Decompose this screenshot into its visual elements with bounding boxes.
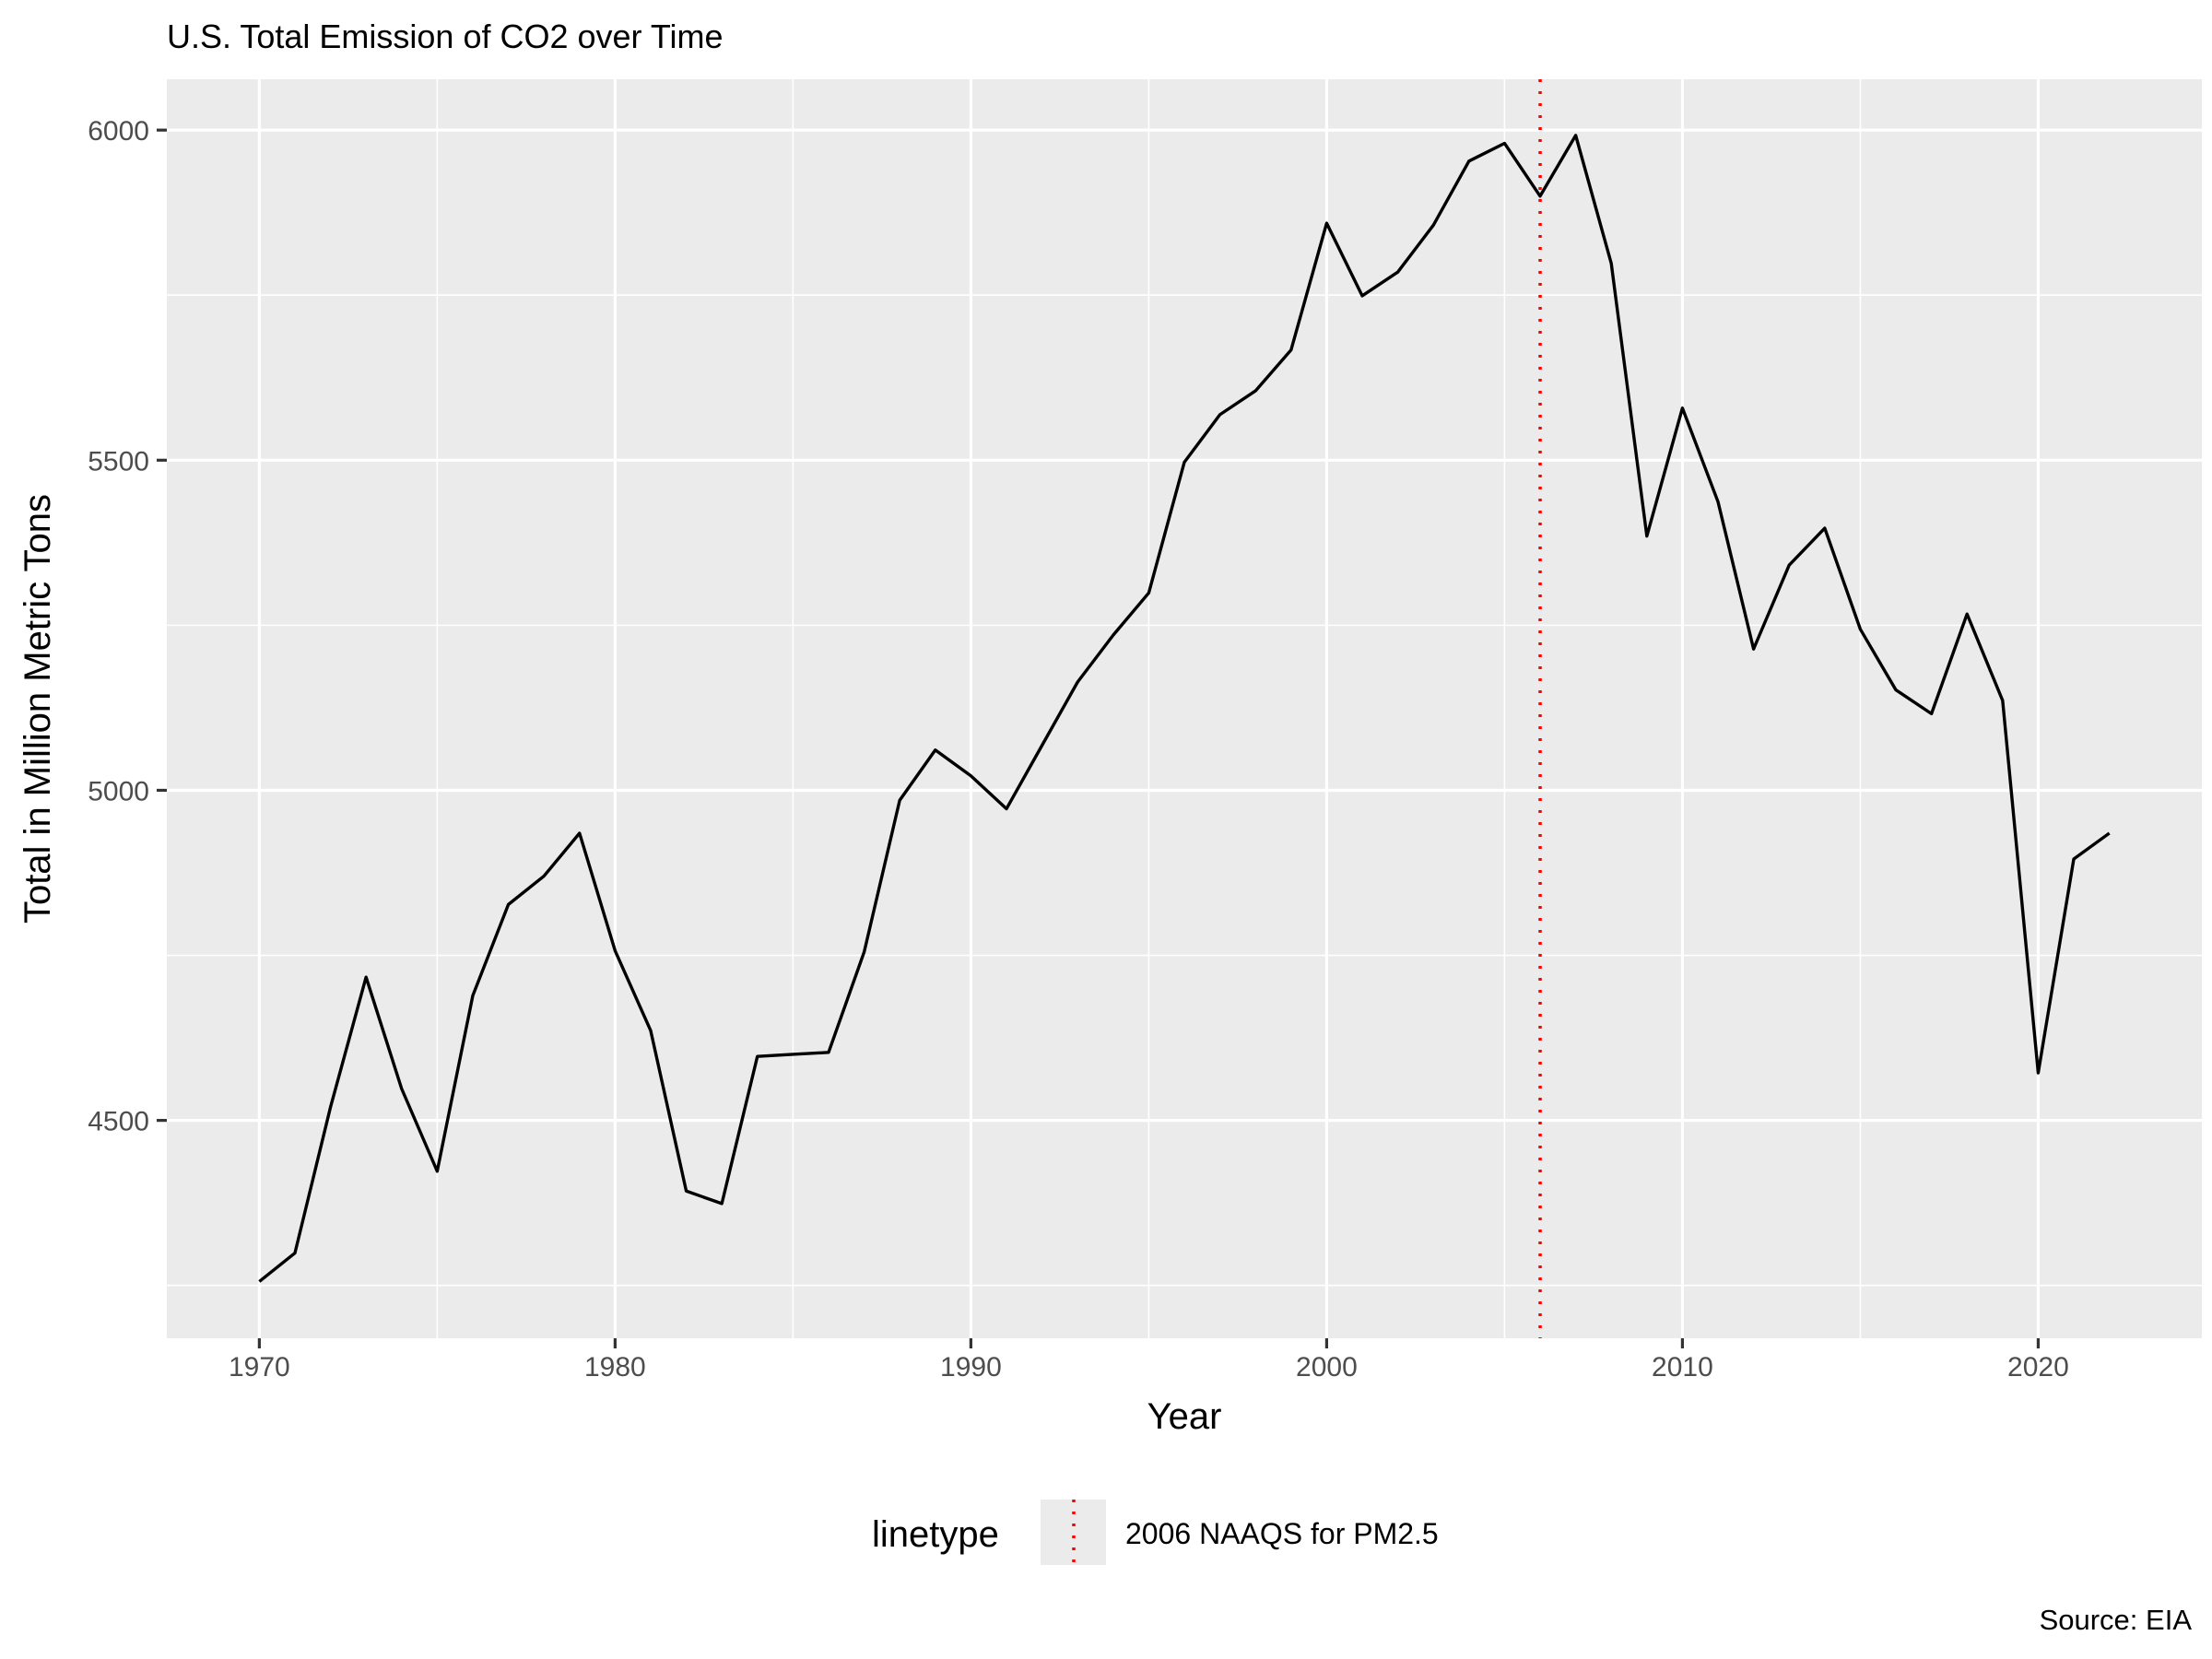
y-tick-label: 5500 bbox=[88, 446, 149, 477]
plot-panel bbox=[167, 79, 2202, 1338]
x-tick-label: 2020 bbox=[2007, 1352, 2069, 1382]
ticks-layer: 1970 1980 1990 2000 2010 2020 4500 5000 5500 6000 bbox=[88, 116, 2069, 1382]
x-tick-label: 2010 bbox=[1652, 1352, 1713, 1382]
chart-caption: Source: EIA bbox=[2040, 1604, 2193, 1636]
x-axis-title: Year bbox=[1147, 1396, 1222, 1437]
legend-key bbox=[1041, 1500, 1106, 1565]
legend-title: linetype bbox=[872, 1514, 999, 1555]
y-tick-label: 5000 bbox=[88, 776, 149, 806]
x-tick-label: 2000 bbox=[1296, 1352, 1358, 1382]
chart-title: U.S. Total Emission of CO2 over Time bbox=[167, 18, 724, 55]
x-tick-label: 1970 bbox=[229, 1352, 290, 1382]
series-line bbox=[258, 134, 2111, 1283]
x-tick-label: 1990 bbox=[940, 1352, 1002, 1382]
legend: linetype 2006 NAAQS for PM2.5 bbox=[872, 1500, 1439, 1565]
series-layer bbox=[258, 134, 2111, 1283]
x-tick-label: 1980 bbox=[584, 1352, 646, 1382]
legend-entry-label: 2006 NAAQS for PM2.5 bbox=[1125, 1517, 1439, 1550]
y-tick-label: 4500 bbox=[88, 1107, 149, 1137]
y-axis-title: Total in Million Metric Tons bbox=[18, 494, 58, 924]
y-tick-label: 6000 bbox=[88, 116, 149, 147]
